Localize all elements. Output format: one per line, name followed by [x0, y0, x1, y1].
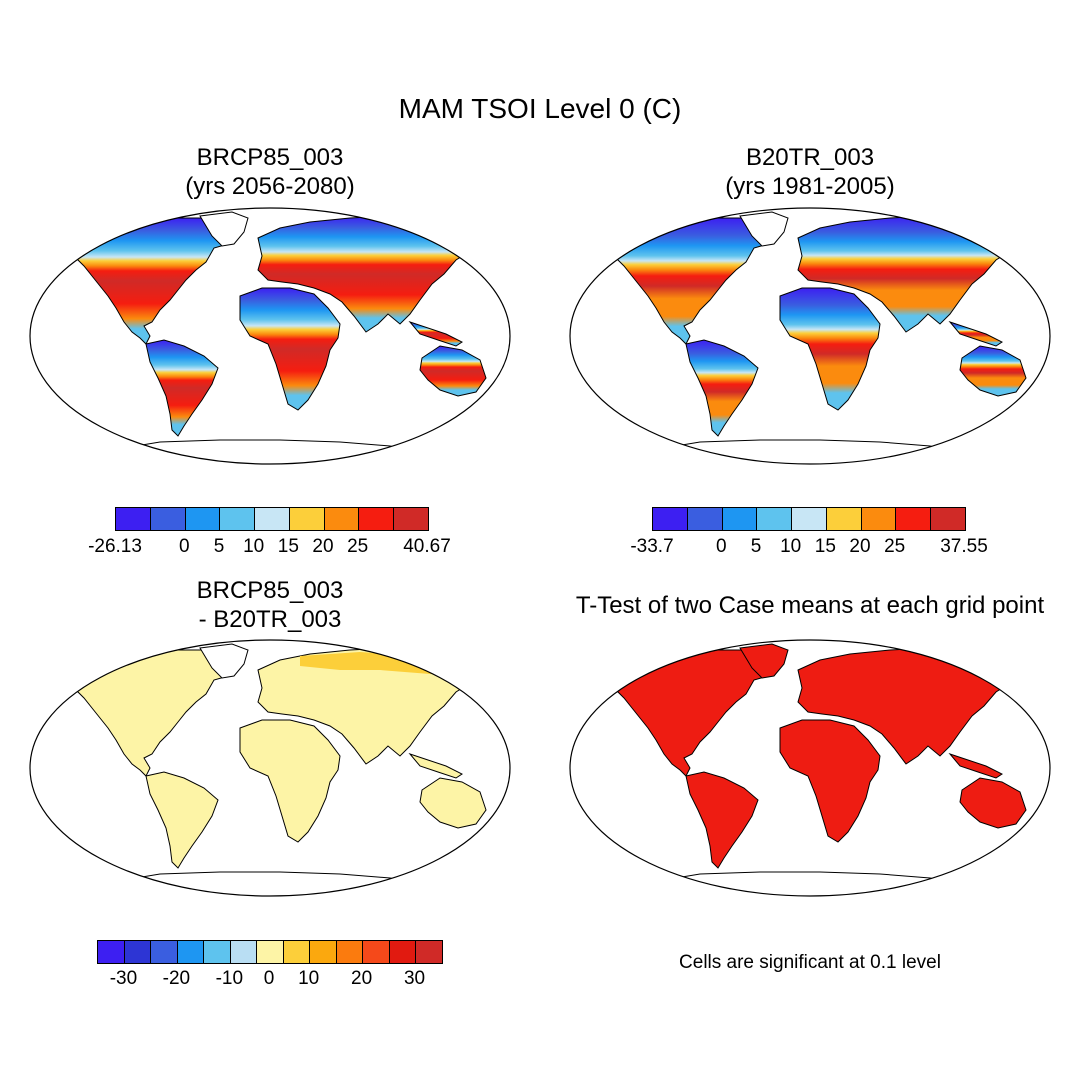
map-future-soil-temp — [29, 207, 511, 465]
figure-title: MAM TSOI Level 0 (C) — [398, 93, 682, 124]
panel-title-line: BRCP85_003 — [196, 577, 344, 604]
colorbar-swatch — [722, 508, 758, 530]
colorbar-swatch — [283, 941, 311, 963]
colorbar-swatch — [151, 941, 178, 963]
colorbar-difference-ticks: -30 -20 -10 0 10 20 30 — [97, 968, 441, 992]
colorbar-swatch — [389, 941, 417, 963]
colorbar-tick-label: -20 — [162, 968, 191, 989]
colorbar-swatch — [861, 508, 897, 530]
colorbar-tick-label: 0 — [716, 536, 727, 557]
colorbar-tick-label: 20 — [849, 536, 871, 557]
colorbar-swatch — [896, 508, 932, 530]
colorbar-swatch — [687, 508, 723, 530]
colorbar-tick-label: 0 — [179, 536, 190, 557]
colorbar-tick-label: -26.13 — [88, 536, 142, 557]
panel-title-difference: BRCP85_003 - B20TR_003 — [120, 576, 420, 634]
colorbar-tick-label: 10 — [780, 536, 802, 557]
colorbar-tick-label: 5 — [750, 536, 762, 557]
colorbar-tick-label: 40.67 — [403, 536, 451, 557]
colorbar-historical-ticks: -33.7 0 5 10 15 20 25 37.55 — [630, 536, 987, 560]
map-ttest-significance — [569, 639, 1051, 897]
colorbar-future-ticks: -26.13 0 5 10 15 20 25 40.67 — [88, 536, 451, 560]
panel-subtitle-line: - B20TR_003 — [198, 606, 342, 633]
colorbar-tick-label: 25 — [884, 536, 906, 557]
colorbar-swatch — [394, 508, 429, 530]
colorbar-swatch — [359, 508, 395, 530]
colorbar-future — [115, 507, 429, 531]
colorbar-swatch — [185, 508, 221, 530]
colorbar-tick-label: 30 — [403, 968, 426, 989]
panel-title-line: BRCP85_003 — [196, 144, 344, 171]
colorbar-tick-label: 15 — [814, 536, 836, 557]
colorbar-swatch — [124, 941, 152, 963]
colorbar-tick-label: 20 — [351, 968, 373, 989]
significance-note: Cells are significant at 0.1 level — [679, 952, 941, 973]
colorbar-swatch — [363, 941, 390, 963]
colorbar-tick-label: 5 — [213, 536, 225, 557]
colorbar-swatch — [792, 508, 827, 530]
colorbar-swatch — [289, 508, 325, 530]
colorbar-swatch — [255, 508, 290, 530]
colorbar-swatch — [931, 508, 966, 530]
panel-title-ttest: T-Test of two Case means at each grid po… — [575, 592, 1045, 619]
colorbar-swatch — [98, 941, 125, 963]
colorbar-tick-label: 10 — [298, 968, 320, 989]
colorbar-tick-label: 25 — [347, 536, 369, 557]
colorbar-swatch — [204, 941, 231, 963]
colorbar-swatch — [116, 508, 151, 530]
panel-title-historical: B20TR_003 (yrs 1981-2005) — [660, 143, 960, 201]
colorbar-difference — [97, 940, 443, 964]
colorbar-swatch — [416, 941, 442, 963]
colorbar-tick-label: 10 — [243, 536, 265, 557]
panel-title-line: B20TR_003 — [745, 144, 875, 171]
map-difference — [29, 639, 511, 897]
colorbar-swatch — [653, 508, 688, 530]
colorbar-swatch — [257, 941, 284, 963]
colorbar-swatch — [757, 508, 793, 530]
colorbar-swatch — [324, 508, 360, 530]
map-historical-soil-temp — [569, 207, 1051, 465]
colorbar-historical — [652, 507, 966, 531]
colorbar-swatch — [336, 941, 364, 963]
colorbar-swatch — [230, 941, 258, 963]
colorbar-swatch — [310, 941, 337, 963]
colorbar-swatch — [150, 508, 186, 530]
colorbar-tick-label: -10 — [215, 968, 244, 989]
colorbar-swatch — [177, 941, 205, 963]
colorbar-tick-label: 37.55 — [940, 536, 988, 557]
colorbar-tick-label: -33.7 — [630, 536, 674, 557]
panel-title-future: BRCP85_003 (yrs 2056-2080) — [120, 143, 420, 201]
colorbar-swatch — [220, 508, 256, 530]
panel-subtitle-line: (yrs 2056-2080) — [185, 173, 355, 200]
panel-subtitle-line: (yrs 1981-2005) — [725, 173, 895, 200]
colorbar-tick-label: 20 — [312, 536, 334, 557]
colorbar-swatch — [826, 508, 862, 530]
colorbar-tick-label: 15 — [277, 536, 299, 557]
colorbar-tick-label: -30 — [109, 968, 138, 989]
colorbar-tick-label: 0 — [263, 968, 275, 989]
